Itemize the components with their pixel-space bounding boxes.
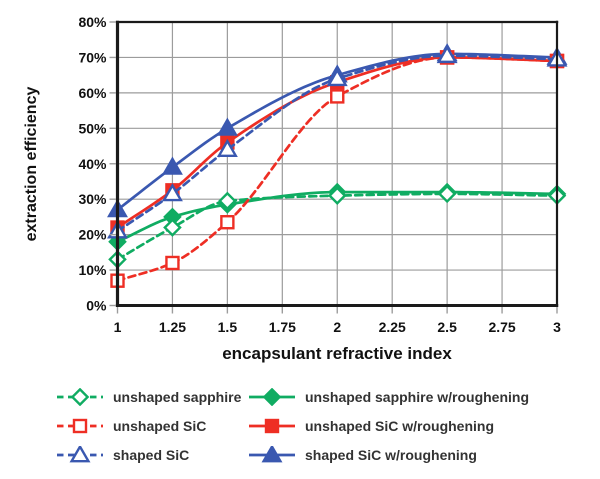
series-shaped-sic [107, 44, 568, 239]
legend-marker-unshaped-sic [72, 418, 88, 434]
y-tick-label: 80% [78, 14, 107, 30]
y-tick-label: 10% [78, 262, 107, 278]
y-tick-label: 50% [78, 120, 107, 136]
marker-shaped-sic [216, 138, 238, 157]
marker-shaped-sic [436, 44, 458, 64]
legend-marker-unshaped-sapphire [70, 388, 90, 406]
legend-swatch-shaped-sic [57, 446, 103, 463]
x-tick-label: 1 [114, 319, 122, 335]
x-tick-label: 1.5 [218, 319, 238, 335]
marker-unshaped-sic [165, 255, 180, 271]
legend-marker-unshaped-sic-w-roughening [264, 418, 280, 434]
marker-unshaped-sapphire [218, 191, 237, 211]
x-tick-label: 1.25 [159, 319, 186, 335]
x-tick-label: 1.75 [269, 319, 296, 335]
marker-shaped-sic [161, 183, 183, 202]
marker-shaped-sic [326, 67, 348, 87]
y-tick-label: 0% [86, 298, 107, 314]
legend-item-unshaped-sapphire-w-roughening: unshaped sapphire w/roughening [248, 386, 529, 408]
legend-label: shaped SiC w/roughening [305, 447, 477, 463]
axis-tick-labels: 1 1.25 1.5 1.75 2 2.25 2.5 2.75 30%10%20%30%40%5… [78, 14, 561, 335]
y-tick-label: 30% [78, 191, 107, 207]
legend-swatch-unshaped-sapphire-w-roughening [249, 388, 295, 406]
legend-label: unshaped SiC [113, 418, 207, 434]
legend-swatch-unshaped-sic-w-roughening [249, 418, 295, 434]
marker-unshaped-sapphire [437, 184, 457, 204]
legend-label: unshaped sapphire w/roughening [305, 389, 530, 405]
marker-shaped-sic-w-roughening [161, 156, 183, 175]
marker-unshaped-sapphire [163, 218, 182, 237]
y-axis-title: extraction efficiency [23, 87, 40, 242]
y-tick-label: 60% [78, 85, 107, 101]
x-tick-label: 2.5 [437, 319, 457, 335]
legend-marker-shaped-sic-w-roughening [261, 446, 283, 463]
marker-unshaped-sic [330, 89, 345, 104]
x-tick-label: 2.25 [379, 319, 406, 335]
marker-unshaped-sic [220, 215, 235, 230]
y-tick-label: 40% [78, 156, 107, 172]
legend-label: shaped SiC [113, 447, 190, 463]
legend-item-unshaped-sic: unshaped SiC [56, 415, 248, 437]
legend-label: unshaped SiC w/roughening [305, 418, 494, 434]
legend-marker-shaped-sic [69, 446, 91, 463]
axis-ticks [109, 21, 558, 314]
series-layer [107, 43, 568, 288]
legend-item-unshaped-sapphire: unshaped sapphire [56, 386, 248, 408]
legend-swatch-unshaped-sic [57, 418, 103, 434]
plot-frame [115, 20, 559, 307]
legend-label: unshaped sapphire [113, 389, 242, 405]
x-axis-title: encapsulant refractive index [222, 344, 452, 363]
marker-unshaped-sapphire [327, 186, 347, 205]
x-tick-label: 3 [553, 319, 561, 335]
y-tick-label: 70% [78, 49, 107, 65]
legend-item-shaped-sic: shaped SiC [56, 444, 248, 466]
legend-item-unshaped-sic-w-roughening: unshaped SiC w/roughening [248, 415, 529, 437]
y-tick-label: 20% [78, 227, 107, 243]
marker-shaped-sic-w-roughening [216, 117, 238, 136]
chart-legend: unshaped sapphire unshaped sapphire w/rou… [56, 386, 529, 466]
legend-marker-unshaped-sapphire-w-roughening [262, 388, 282, 406]
chart-plot: 1 1.25 1.5 1.75 2 2.25 2.5 2.75 30%10%20%30%40%5… [23, 14, 568, 363]
x-tick-label: 2 [333, 319, 341, 335]
x-tick-label: 2.75 [488, 319, 515, 335]
legend-item-shaped-sic-w-roughening: shaped SiC w/roughening [248, 444, 529, 466]
legend-swatch-shaped-sic-w-roughening [249, 446, 295, 463]
legend-swatch-unshaped-sapphire [57, 388, 103, 406]
